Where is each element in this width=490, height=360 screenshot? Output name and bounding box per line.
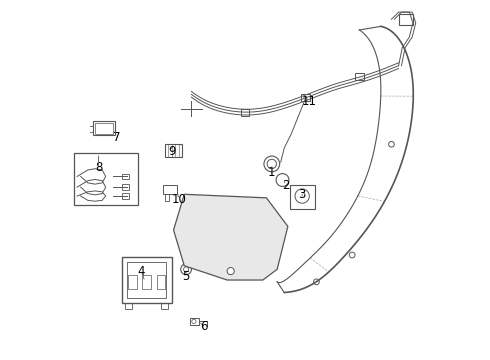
Bar [161, 303, 168, 309]
Circle shape [227, 267, 234, 275]
Bar [125, 303, 132, 309]
Circle shape [295, 189, 309, 203]
Bar [143, 275, 151, 289]
Bar [122, 184, 129, 190]
Bar [241, 109, 249, 116]
Bar [128, 275, 137, 289]
Circle shape [264, 156, 280, 172]
Bar [122, 193, 129, 199]
Circle shape [192, 319, 196, 324]
Bar [122, 174, 129, 179]
Text: 1: 1 [268, 166, 275, 179]
Bar [95, 123, 113, 134]
Circle shape [184, 267, 189, 272]
Bar [165, 144, 182, 157]
Text: 9: 9 [168, 145, 175, 158]
Circle shape [181, 264, 192, 275]
Bar [290, 185, 315, 208]
Circle shape [276, 174, 289, 186]
Bar [122, 257, 172, 303]
Text: 4: 4 [138, 265, 145, 278]
Bar [398, 14, 413, 24]
Bar [190, 318, 198, 325]
Bar [165, 194, 169, 202]
Bar [93, 121, 115, 135]
Bar [74, 153, 138, 205]
Polygon shape [173, 194, 288, 280]
Text: 5: 5 [182, 270, 190, 283]
Bar [301, 94, 310, 102]
Bar [157, 275, 165, 289]
Text: 10: 10 [172, 193, 186, 206]
Text: 7: 7 [113, 131, 120, 144]
Circle shape [267, 159, 276, 168]
Bar [355, 73, 364, 80]
Bar [127, 262, 167, 298]
Text: 8: 8 [95, 161, 102, 174]
Text: 11: 11 [302, 95, 317, 108]
Text: 2: 2 [282, 179, 290, 192]
Bar [163, 185, 177, 194]
Text: 6: 6 [200, 320, 208, 333]
Text: 3: 3 [298, 188, 306, 201]
